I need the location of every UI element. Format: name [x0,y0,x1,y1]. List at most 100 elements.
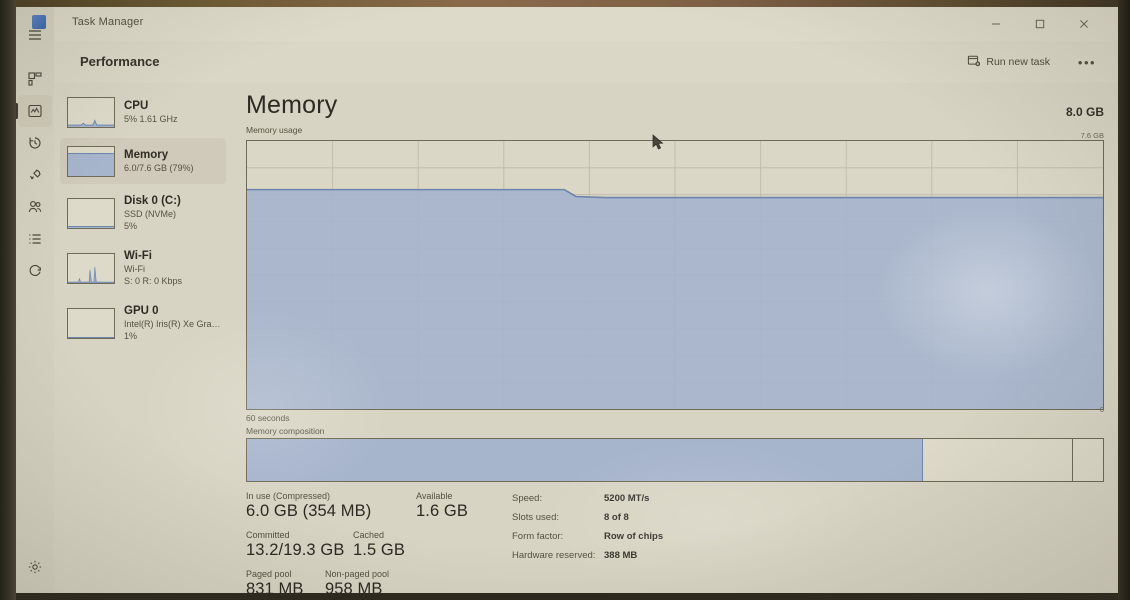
resource-usage: 1% [124,331,138,342]
sidebar-item-app-history[interactable] [18,127,52,159]
resource-name: CPU [124,99,149,112]
stat-available: Available 1.6 GB [416,491,468,521]
stat-value: 6.0 GB (354 MB) [246,502,372,520]
spec-form-factor: Form factor: Row of chips [512,531,663,542]
resource-name: GPU 0 [124,304,159,317]
stats-row-in-use: In use (Compressed) 6.0 GB (354 MB) Avai… [246,491,576,521]
memory-panel: Memory 8.0 GB Memory usage 7.6 GB [232,83,1118,593]
sidebar-item-performance[interactable] [16,95,52,127]
spec-label: Speed: [512,493,543,504]
stat-value: 958 MB [325,580,383,593]
resource-card-memory[interactable]: Memory 6.0/7.6 GB (79%) [60,138,226,184]
memory-stats-primary: In use (Compressed) 6.0 GB (354 MB) Avai… [246,491,576,593]
monitor-bezel-right [1118,0,1130,600]
resource-card-cpu[interactable]: CPU 5% 1.61 GHz [60,89,226,135]
composition-segment-available[interactable] [923,439,1074,481]
stat-committed: Committed 13.2/19.3 GB [246,530,353,560]
stat-label: Non-paged pool [325,569,390,579]
resource-name: Wi-Fi [124,249,152,262]
monitor-bezel-left [0,0,16,600]
sidebar-item-startup-apps[interactable] [18,159,52,191]
minimize-button[interactable] [974,7,1018,41]
stat-in-use: In use (Compressed) 6.0 GB (354 MB) [246,491,416,521]
resource-card-gpu[interactable]: GPU 0 Intel(R) Iris(R) Xe Gra… 1% [60,297,226,349]
memory-capacity: 8.0 GB [1065,105,1104,119]
sidebar-item-users[interactable] [18,191,52,223]
resource-detail: SSD (NVMe) [124,209,177,220]
task-manager-icon [32,15,46,29]
stat-value: 1.6 GB [416,502,468,520]
disk-thumbnail [67,197,115,229]
screen: Task Manager Performance [16,7,1118,593]
spec-label: Hardware reserved: [512,550,596,561]
run-new-task-button[interactable]: Run new task [967,51,1050,73]
y-axis-max-label: 7.6 GB [1080,131,1104,140]
stat-value: 831 MB [246,580,304,593]
maximize-button[interactable] [1018,7,1062,41]
memory-usage-graph[interactable] [246,140,1104,410]
spec-hardware-reserved: Hardware reserved: 388 MB [512,550,663,561]
stats-row-committed: Committed 13.2/19.3 GB Cached 1.5 GB [246,530,576,560]
app-header: Performance Run new task ••• [54,41,1118,83]
mouse-cursor [652,134,666,152]
stat-label: Available [416,491,453,501]
spec-slots-used: Slots used: 8 of 8 [512,512,663,523]
run-new-task-icon [967,54,981,71]
resource-detail: Intel(R) Iris(R) Xe Gra… [124,319,221,330]
stat-label: Cached [353,530,385,540]
sidebar-item-services[interactable] [18,255,52,287]
spec-value: 388 MB [604,550,638,561]
hamburger-menu-icon[interactable] [18,19,52,51]
stat-label: Committed [246,530,290,540]
composition-segment-in-use[interactable] [247,439,924,481]
spec-speed: Speed: 5200 MT/s [512,493,663,504]
resource-card-wifi[interactable]: Wi-Fi Wi-Fi S: 0 R: 0 Kbps [60,242,226,294]
memory-composition-label: Memory composition [246,426,325,436]
resource-usage: 5% [124,221,138,232]
resource-name: Memory [124,148,169,161]
stat-non-paged-pool: Non-paged pool 958 MB [325,569,389,593]
stats-row-pools: Paged pool 831 MB Non-paged pool 958 MB [246,569,576,593]
graph-duration-label: 60 seconds [246,413,290,423]
stat-value: 13.2/19.3 GB [246,541,345,559]
composition-segment-standby[interactable] [1073,439,1103,481]
page-title: Performance [80,54,160,69]
spec-value: 8 of 8 [604,512,629,523]
resource-detail: 5% 1.61 GHz [124,114,178,125]
y-axis-min-label: 0 [1099,405,1104,414]
window-title: Task Manager [72,16,144,28]
sidebar-item-processes[interactable] [18,63,52,95]
spec-label: Slots used: [512,512,559,523]
resource-name: Disk 0 (C:) [124,194,181,207]
resource-card-disk[interactable]: Disk 0 (C:) SSD (NVMe) 5% [60,187,226,239]
close-button[interactable] [1062,7,1106,41]
cpu-thumbnail [67,96,115,128]
stat-label: Paged pool [246,569,292,579]
navigation-rail [16,7,54,593]
sidebar-item-details[interactable] [18,223,52,255]
memory-usage-chart [247,141,1103,409]
stat-label: In use (Compressed) [246,491,331,501]
resource-throughput: S: 0 R: 0 Kbps [124,276,183,287]
memory-usage-label: Memory usage [246,125,303,135]
stat-paged-pool: Paged pool 831 MB [246,569,325,593]
spec-value: 5200 MT/s [604,493,650,504]
wifi-thumbnail [67,252,115,284]
resource-detail: 6.0/7.6 GB (79%) [124,163,194,174]
gear-icon[interactable] [18,551,52,583]
memory-heading: Memory [246,91,338,119]
more-options-button[interactable]: ••• [1077,54,1097,70]
title-bar: Task Manager [32,7,1118,41]
stat-value: 1.5 GB [353,541,405,559]
gpu-thumbnail [67,307,115,339]
memory-composition-bar[interactable] [246,438,1104,482]
memory-thumbnail [67,145,115,177]
stat-cached: Cached 1.5 GB [353,530,405,560]
memory-specs: Speed: 5200 MT/s Slots used: 8 of 8 Form… [512,493,663,569]
run-new-task-label: Run new task [986,56,1050,68]
resource-detail: Wi-Fi [124,264,145,275]
monitor-bezel-top [0,0,1130,7]
spec-label: Form factor: [512,531,564,542]
spec-value: Row of chips [604,531,664,542]
